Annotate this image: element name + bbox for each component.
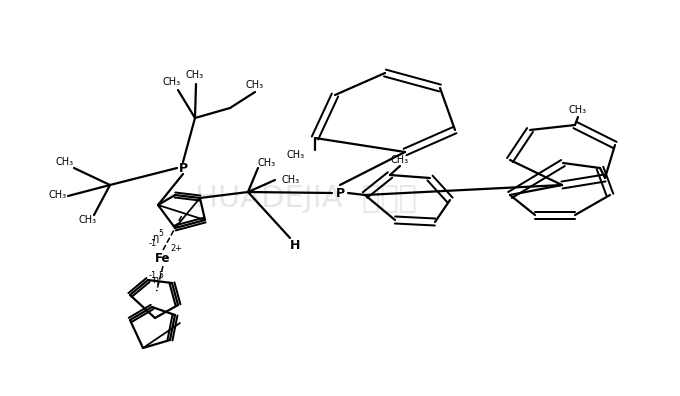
Text: CH₃: CH₃ xyxy=(246,80,264,90)
Text: CH₃: CH₃ xyxy=(186,70,204,80)
Text: η: η xyxy=(152,275,158,285)
Text: CH₃: CH₃ xyxy=(282,175,300,185)
Text: CH₃: CH₃ xyxy=(287,150,305,160)
Text: CH₃: CH₃ xyxy=(569,105,587,115)
Text: CH₃: CH₃ xyxy=(391,155,409,165)
Text: CH₃: CH₃ xyxy=(79,215,97,225)
Text: H: H xyxy=(290,238,300,251)
Text: P: P xyxy=(178,162,188,175)
Text: 5: 5 xyxy=(158,228,163,238)
Text: 2+: 2+ xyxy=(170,244,182,253)
Text: CH₃: CH₃ xyxy=(56,157,74,167)
Text: -1: -1 xyxy=(149,272,157,280)
Text: HUADEJIA  化学加: HUADEJIA 化学加 xyxy=(195,183,417,213)
Text: CH₃: CH₃ xyxy=(163,77,181,87)
Text: Fe: Fe xyxy=(155,251,171,265)
Text: P: P xyxy=(335,187,345,200)
Text: CH₃: CH₃ xyxy=(258,158,276,168)
Text: -1: -1 xyxy=(149,238,157,248)
Text: CH₃: CH₃ xyxy=(49,190,67,200)
Text: 5: 5 xyxy=(158,270,163,280)
Text: η: η xyxy=(152,233,158,243)
